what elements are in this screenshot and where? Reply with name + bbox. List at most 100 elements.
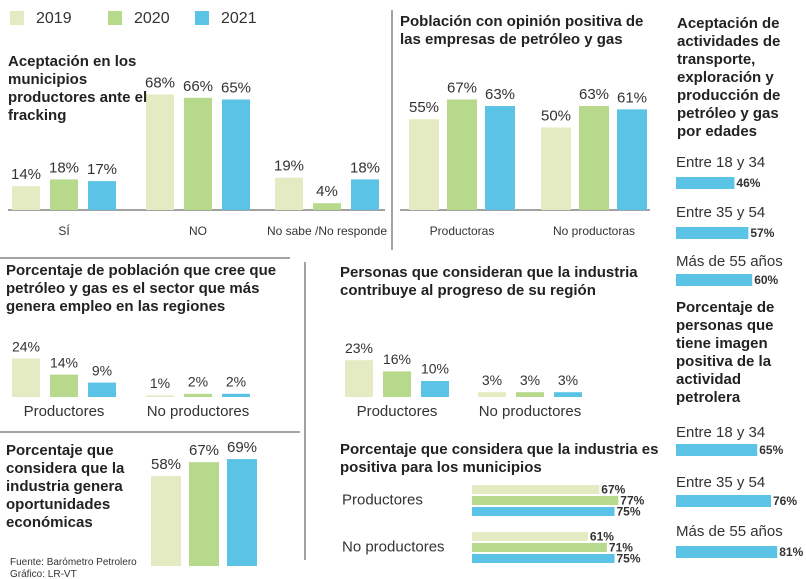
category-label: Más de 55 años — [676, 253, 783, 270]
chart-title: Personas que consideran que la industria… — [340, 264, 638, 299]
value-label: 3% — [558, 372, 578, 388]
value-label: 14% — [50, 354, 78, 370]
bar — [222, 99, 250, 210]
value-label: 63% — [485, 86, 515, 103]
category-label: No productores — [342, 538, 445, 555]
value-label: 57% — [750, 226, 774, 240]
bar — [151, 476, 181, 566]
value-label: 69% — [227, 439, 257, 456]
bar — [676, 495, 771, 507]
bar — [409, 119, 439, 210]
bar — [478, 392, 506, 397]
bar — [222, 393, 250, 397]
chart-title: Porcentaje de población que cree que pet… — [6, 262, 277, 315]
source: Fuente: Barómetro Petrolero — [10, 557, 137, 568]
bar — [12, 186, 40, 210]
value-label: 14% — [11, 166, 41, 183]
bar — [472, 496, 619, 505]
chart-title: Aceptación de actividades de transporte,… — [677, 15, 781, 140]
legend-swatch — [108, 11, 122, 25]
chart-title: Porcentaje que considera que la industri… — [340, 441, 659, 476]
bar — [88, 181, 116, 210]
value-label: 67% — [601, 483, 625, 497]
chart-title: Porcentaje que considera que la industri… — [6, 442, 125, 531]
value-label: 3% — [482, 372, 502, 388]
bar — [351, 179, 379, 210]
category-label: Productores — [357, 403, 438, 420]
bar — [472, 507, 615, 516]
category-label: No productores — [479, 403, 582, 420]
value-label: 65% — [759, 443, 783, 457]
bar — [88, 382, 116, 397]
value-label: 1% — [150, 375, 170, 391]
legend-label: 2021 — [221, 10, 257, 27]
bar — [146, 395, 174, 397]
credit: Gráfico: LR-VT — [10, 569, 77, 579]
bar — [275, 177, 303, 210]
bar — [447, 99, 477, 210]
bar — [472, 532, 588, 541]
bar — [541, 127, 571, 210]
value-label: 17% — [87, 161, 117, 178]
bar — [676, 546, 778, 558]
bar — [50, 179, 78, 210]
value-label: 75% — [617, 552, 641, 566]
value-label: 9% — [92, 362, 112, 378]
bar — [676, 177, 735, 189]
bar — [345, 360, 373, 397]
value-label: 60% — [754, 273, 778, 287]
value-label: 67% — [189, 442, 219, 459]
category-label: No productoras — [553, 224, 635, 238]
value-label: 75% — [617, 505, 641, 519]
value-label: 63% — [579, 86, 609, 103]
value-label: 77% — [620, 494, 644, 508]
value-label: 66% — [183, 78, 213, 95]
category-label: Entre 35 y 54 — [676, 474, 765, 491]
chart-title: Aceptación en los municipios productores… — [8, 53, 148, 124]
value-label: 3% — [520, 372, 540, 388]
value-label: 65% — [221, 79, 251, 96]
bar — [421, 381, 449, 397]
value-label: 24% — [12, 338, 40, 354]
value-label: 81% — [779, 545, 803, 559]
bar — [676, 444, 758, 456]
bar — [227, 459, 257, 566]
value-label: 23% — [345, 340, 373, 356]
bar — [472, 554, 615, 563]
value-label: 61% — [590, 530, 614, 544]
category-label: Entre 18 y 34 — [676, 424, 765, 441]
value-label: 55% — [409, 99, 439, 116]
value-label: 50% — [541, 107, 571, 124]
value-label: 68% — [145, 74, 175, 91]
bar — [189, 462, 219, 566]
legend-label: 2020 — [134, 10, 170, 27]
bar — [676, 227, 749, 239]
value-label: 2% — [188, 374, 208, 390]
value-label: 10% — [421, 361, 449, 377]
value-label: 46% — [736, 176, 760, 190]
bar — [485, 106, 515, 210]
value-label: 4% — [316, 183, 338, 200]
bar — [50, 374, 78, 397]
bar — [313, 203, 341, 210]
category-label: Entre 35 y 54 — [676, 204, 765, 221]
value-label: 58% — [151, 456, 181, 473]
bar — [516, 392, 544, 397]
bar — [472, 485, 600, 494]
bar — [184, 393, 212, 397]
chart-title: Porcentaje de personas que tiene imagen … — [676, 299, 775, 406]
category-label: NO — [189, 224, 207, 238]
value-label: 18% — [49, 159, 79, 176]
category-label: No sabe /No responde — [267, 224, 387, 238]
value-label: 76% — [773, 494, 797, 508]
bar — [146, 94, 174, 210]
category-label: Productores — [342, 491, 423, 508]
category-label: Entre 18 y 34 — [676, 154, 765, 171]
value-label: 19% — [274, 158, 304, 175]
legend-swatch — [10, 11, 24, 25]
bar — [383, 371, 411, 397]
bar — [184, 97, 212, 210]
value-label: 18% — [350, 159, 380, 176]
